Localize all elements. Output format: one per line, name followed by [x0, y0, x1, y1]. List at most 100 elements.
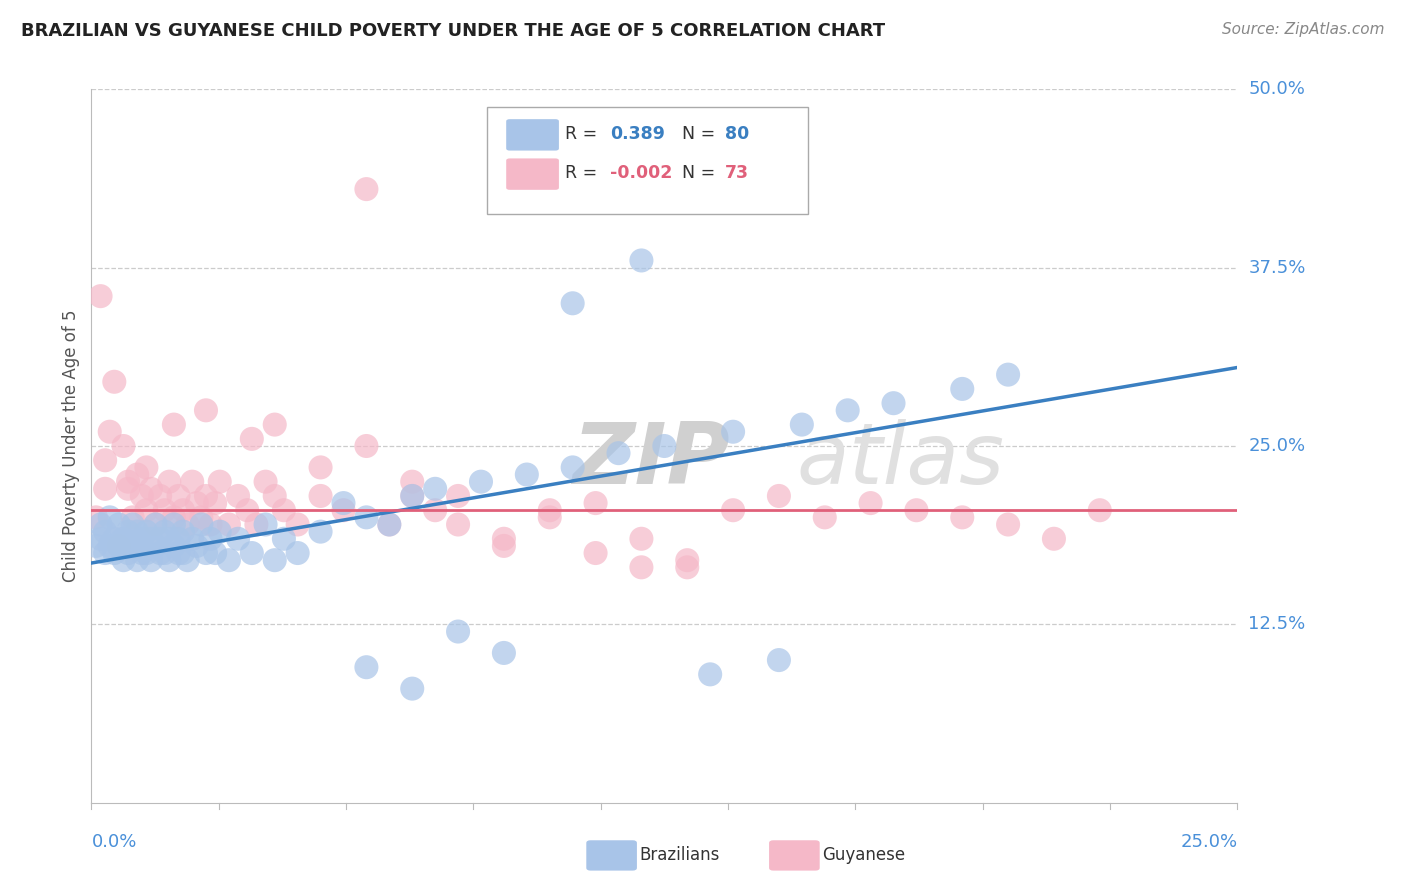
Point: [190, 517, 212, 532]
Point: [630, 532, 652, 546]
Point: [401, 489, 423, 503]
Point: [127, 524, 149, 539]
Text: Source: ZipAtlas.com: Source: ZipAtlas.com: [1222, 22, 1385, 37]
Point: [149, 532, 172, 546]
Point: [157, 532, 180, 546]
Text: BRAZILIAN VS GUYANESE CHILD POVERTY UNDER THE AGE OF 5 CORRELATION CHART: BRAZILIAN VS GUYANESE CHILD POVERTY UNDE…: [21, 22, 886, 40]
Point: [790, 417, 813, 432]
Point: [127, 553, 149, 567]
Point: [837, 403, 859, 417]
Text: -0.002: -0.002: [610, 164, 673, 182]
Point: [153, 524, 176, 539]
Point: [516, 467, 538, 482]
Point: [561, 296, 583, 310]
Point: [131, 546, 153, 560]
Point: [208, 524, 231, 539]
Point: [492, 539, 515, 553]
Text: atlas: atlas: [796, 418, 1004, 502]
Point: [94, 453, 117, 467]
Point: [135, 460, 157, 475]
Point: [194, 489, 217, 503]
Point: [699, 667, 721, 681]
Point: [131, 489, 153, 503]
Text: Brazilians: Brazilians: [640, 847, 720, 864]
Point: [950, 382, 973, 396]
Point: [149, 546, 172, 560]
Point: [378, 517, 401, 532]
Point: [332, 503, 354, 517]
Point: [273, 503, 295, 517]
Point: [194, 403, 217, 417]
FancyBboxPatch shape: [486, 107, 807, 214]
Point: [721, 425, 744, 439]
Point: [139, 482, 162, 496]
Point: [254, 475, 277, 489]
Point: [172, 524, 194, 539]
Point: [905, 503, 928, 517]
Text: ZIP: ZIP: [572, 418, 730, 502]
Point: [676, 560, 699, 574]
Point: [139, 553, 162, 567]
Point: [768, 653, 790, 667]
Point: [263, 489, 285, 503]
Point: [447, 489, 470, 503]
Point: [236, 503, 259, 517]
Point: [135, 546, 157, 560]
Point: [157, 475, 180, 489]
Point: [200, 532, 222, 546]
Point: [172, 503, 194, 517]
Point: [181, 532, 204, 546]
Point: [167, 546, 190, 560]
Text: 50.0%: 50.0%: [1249, 80, 1305, 98]
Point: [112, 439, 135, 453]
Point: [103, 532, 125, 546]
Point: [145, 539, 167, 553]
Text: R =: R =: [565, 125, 602, 143]
Point: [94, 524, 117, 539]
Point: [176, 553, 198, 567]
Point: [423, 482, 446, 496]
Point: [163, 539, 186, 553]
Point: [859, 496, 882, 510]
Point: [401, 475, 423, 489]
Point: [401, 489, 423, 503]
Point: [139, 532, 162, 546]
Text: N =: N =: [682, 164, 720, 182]
Point: [94, 546, 117, 560]
Point: [108, 539, 131, 553]
FancyBboxPatch shape: [506, 120, 560, 151]
Point: [538, 503, 561, 517]
Point: [117, 524, 139, 539]
Point: [401, 681, 423, 696]
Text: 80: 80: [725, 125, 749, 143]
Point: [103, 375, 125, 389]
Point: [492, 532, 515, 546]
Point: [135, 524, 157, 539]
Point: [423, 503, 446, 517]
Point: [121, 517, 143, 532]
Point: [263, 417, 285, 432]
Point: [167, 532, 190, 546]
Point: [287, 517, 309, 532]
Point: [153, 546, 176, 560]
Text: 0.389: 0.389: [610, 125, 665, 143]
Point: [218, 553, 240, 567]
Point: [194, 546, 217, 560]
Point: [204, 546, 226, 560]
Point: [1088, 503, 1111, 517]
Point: [112, 532, 135, 546]
Point: [98, 510, 121, 524]
Point: [186, 496, 208, 510]
Point: [585, 546, 607, 560]
Point: [131, 532, 153, 546]
Point: [447, 517, 470, 532]
Point: [254, 517, 277, 532]
Point: [226, 532, 249, 546]
Point: [309, 460, 332, 475]
Point: [163, 510, 186, 524]
Point: [94, 482, 117, 496]
Point: [121, 539, 143, 553]
Point: [200, 517, 222, 532]
Text: N =: N =: [682, 125, 720, 143]
Point: [356, 439, 378, 453]
